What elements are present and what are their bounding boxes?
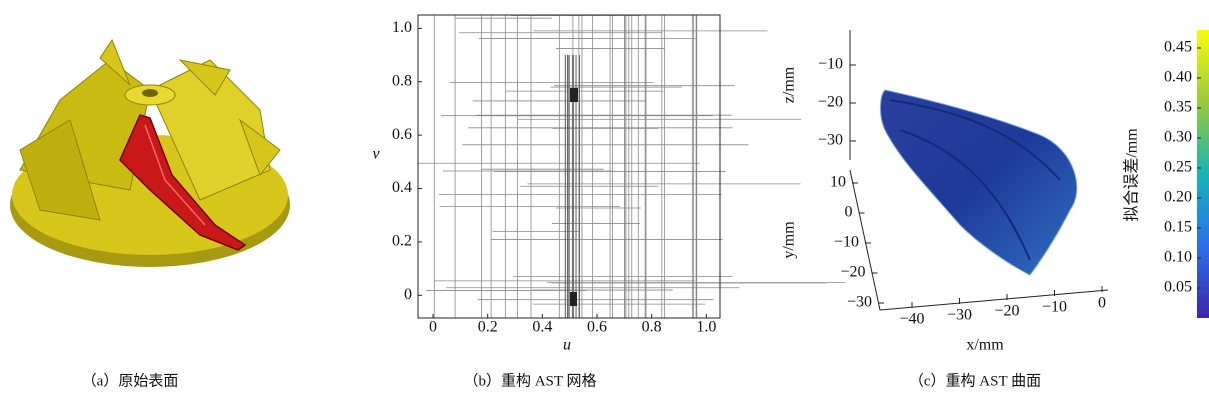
y-tick-label: 10 — [830, 174, 846, 191]
colorbar-tick-label: 0.25 — [1164, 159, 1192, 176]
caption: （c）重构 AST 曲面 — [909, 372, 1041, 389]
mesh-dense — [570, 292, 577, 306]
y-tick-label: 0.4 — [392, 179, 412, 196]
x-tick-label: −30 — [947, 307, 972, 324]
x-tick-label: −20 — [994, 303, 1019, 320]
colorbar — [1197, 30, 1209, 318]
mesh-dense — [570, 88, 578, 102]
colorbar-label: 拟合误差/mm — [1123, 128, 1141, 222]
colorbar-tick-label: 0.30 — [1164, 129, 1192, 146]
y-tick-label: −30 — [847, 294, 872, 311]
x-axis-label: u — [563, 337, 571, 354]
x-tick-label: 0.2 — [478, 319, 498, 336]
y-axis-label: y/mm — [781, 221, 798, 259]
y-tick-label: 0 — [845, 204, 853, 221]
colorbar-tick-label: 0.15 — [1164, 219, 1192, 236]
surface — [880, 90, 1076, 275]
x-tick-label: −10 — [1042, 299, 1067, 316]
y-tick-label: 0.8 — [392, 72, 412, 89]
x-tick-label: 0.6 — [587, 319, 607, 336]
colorbar-tick-label: 0.35 — [1164, 99, 1192, 116]
y-tick-label: −10 — [834, 234, 859, 251]
colorbar-tick-label: 0.40 — [1164, 69, 1192, 86]
x-axis-label: x/mm — [966, 337, 1004, 354]
z-tick-label: −10 — [818, 56, 843, 73]
y-tick-label: 1.0 — [392, 19, 412, 36]
y-axis-label: v — [372, 146, 380, 163]
x-tick-label: 0.8 — [642, 319, 662, 336]
z-tick-label: −20 — [818, 94, 843, 111]
figure: （a）原始表面 u v （b）重构 AST 网格 z/mm y/mm x/mm … — [0, 0, 1209, 417]
y-tick-label: −20 — [840, 264, 865, 281]
caption: （b）重构 AST 网格 — [463, 372, 596, 389]
colorbar-tick-label: 0.10 — [1164, 249, 1192, 266]
y-tick-label: 0.6 — [392, 126, 412, 143]
impeller-image — [10, 40, 290, 267]
x-tick-label: 0 — [1098, 295, 1106, 312]
x-tick-label: 1.0 — [696, 319, 716, 336]
colorbar-tick-label: 0.45 — [1164, 39, 1192, 56]
z-axis-label: z/mm — [781, 66, 798, 103]
x-tick-label: −40 — [899, 311, 924, 328]
x-tick-label: 0 — [429, 319, 437, 336]
colorbar-tick-label: 0.20 — [1164, 189, 1192, 206]
mesh — [418, 15, 846, 318]
caption: （a）原始表面 — [82, 372, 179, 389]
y-tick-label: 0 — [404, 286, 412, 303]
y-tick-label: 0.2 — [392, 233, 412, 250]
colorbar-tick-label: 0.05 — [1164, 279, 1192, 296]
z-tick-label: −30 — [818, 132, 843, 149]
x-tick-label: 0.4 — [532, 319, 552, 336]
